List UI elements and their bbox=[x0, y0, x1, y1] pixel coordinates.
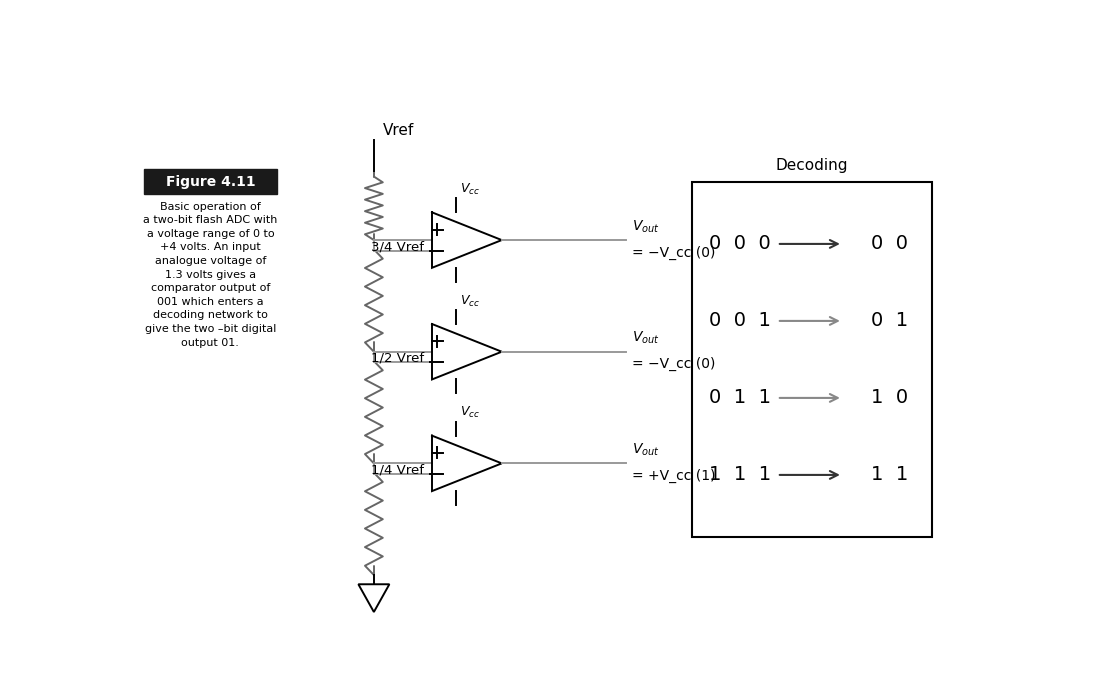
Text: 1/2 Vref: 1/2 Vref bbox=[371, 352, 425, 365]
Text: $V_{out}$: $V_{out}$ bbox=[631, 218, 660, 235]
Text: Vref: Vref bbox=[383, 123, 415, 138]
Text: 1  1: 1 1 bbox=[870, 466, 907, 484]
Text: Decoding: Decoding bbox=[776, 158, 848, 173]
Text: = −V_cc (0): = −V_cc (0) bbox=[631, 357, 715, 371]
Text: 0  0  1: 0 0 1 bbox=[708, 311, 771, 330]
Text: 1  1  1: 1 1 1 bbox=[708, 466, 771, 484]
Text: $V_{cc}$: $V_{cc}$ bbox=[460, 405, 481, 420]
Text: = −V_cc (0): = −V_cc (0) bbox=[631, 246, 715, 260]
Text: $V_{out}$: $V_{out}$ bbox=[631, 442, 660, 458]
Text: 0  0  0: 0 0 0 bbox=[708, 235, 770, 253]
Text: $V_{cc}$: $V_{cc}$ bbox=[460, 182, 481, 197]
FancyBboxPatch shape bbox=[144, 169, 277, 194]
Text: $V_{cc}$: $V_{cc}$ bbox=[460, 293, 481, 309]
Text: 1  0: 1 0 bbox=[871, 388, 908, 408]
FancyBboxPatch shape bbox=[692, 182, 932, 537]
Text: 3/4 Vref: 3/4 Vref bbox=[372, 240, 425, 253]
Text: $V_{out}$: $V_{out}$ bbox=[631, 330, 660, 346]
Text: 1/4 Vref: 1/4 Vref bbox=[372, 463, 425, 477]
Text: 0  0: 0 0 bbox=[871, 235, 908, 253]
Text: Figure 4.11: Figure 4.11 bbox=[165, 174, 255, 188]
Text: 0  1  1: 0 1 1 bbox=[708, 388, 771, 408]
Text: = +V_cc (1): = +V_cc (1) bbox=[631, 469, 715, 483]
Text: Basic operation of
a two-bit flash ADC with
a voltage range of 0 to
+4 volts. An: Basic operation of a two-bit flash ADC w… bbox=[143, 202, 277, 348]
Text: 0  1: 0 1 bbox=[871, 311, 908, 330]
